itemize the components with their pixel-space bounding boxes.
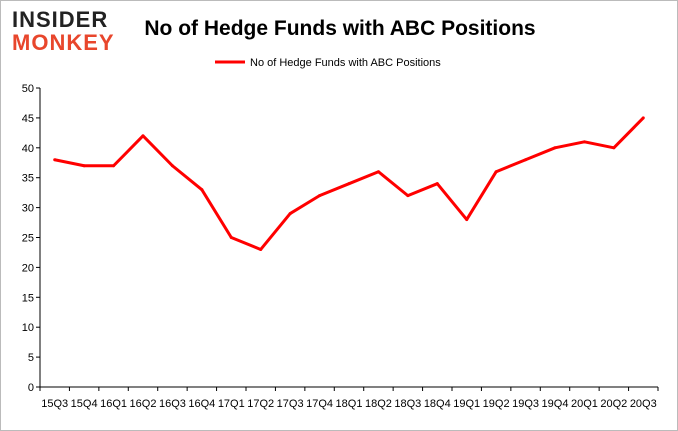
y-tick-label: 50 <box>22 83 34 95</box>
y-tick-label: 30 <box>22 203 34 215</box>
x-tick-label: 19Q3 <box>512 398 539 410</box>
data-point <box>465 218 469 222</box>
data-point <box>524 158 528 162</box>
data-point <box>82 164 86 168</box>
data-point <box>612 146 616 150</box>
legend-label: No of Hedge Funds with ABC Positions <box>250 57 441 69</box>
x-tick-label: 17Q3 <box>277 398 304 410</box>
data-point <box>200 188 204 192</box>
y-tick-label: 45 <box>22 113 34 125</box>
data-point <box>376 170 380 174</box>
x-tick-label: 19Q2 <box>483 398 510 410</box>
data-point <box>259 247 263 251</box>
logo-line2: MONKEY <box>12 30 115 55</box>
x-tick-label: 18Q1 <box>336 398 363 410</box>
data-point <box>112 164 116 168</box>
x-axis-ticks: 15Q3 15Q4 16Q1 16Q2 16Q3 16Q4 17Q1 17Q2 17Q3 17Q4… <box>39 387 659 410</box>
y-tick-label: 20 <box>22 262 34 274</box>
x-tick-label: 18Q3 <box>394 398 421 410</box>
x-tick-label: 16Q4 <box>188 398 215 410</box>
data-point <box>141 134 145 138</box>
x-tick-label: 17Q1 <box>218 398 245 410</box>
y-tick-label: 40 <box>22 143 34 155</box>
x-tick-label: 17Q4 <box>306 398 333 410</box>
x-tick-label: 15Q4 <box>71 398 98 410</box>
x-tick-label: 19Q1 <box>453 398 480 410</box>
y-axis-ticks: 0 5 10 15 20 25 30 35 40 45 50 <box>22 83 40 394</box>
insider-monkey-logo: INSIDER MONKEY <box>12 7 115 55</box>
data-point <box>318 194 322 198</box>
x-tick-label: 18Q4 <box>424 398 451 410</box>
x-tick-label: 20Q3 <box>630 398 657 410</box>
data-point <box>641 116 645 120</box>
data-point <box>170 164 174 168</box>
data-point <box>288 212 292 216</box>
series-layer <box>53 116 645 251</box>
data-point <box>406 194 410 198</box>
x-tick-label: 16Q1 <box>100 398 127 410</box>
data-point <box>553 146 557 150</box>
logo-line1: INSIDER <box>12 7 108 32</box>
y-tick-label: 25 <box>22 233 34 245</box>
x-tick-label: 15Q3 <box>41 398 68 410</box>
x-tick-label: 16Q2 <box>130 398 157 410</box>
y-tick-label: 5 <box>28 352 34 364</box>
x-tick-label: 17Q2 <box>247 398 274 410</box>
chart-title: No of Hedge Funds with ABC Positions <box>144 17 535 40</box>
y-tick-label: 15 <box>22 292 34 304</box>
data-point <box>347 182 351 186</box>
data-point <box>229 236 233 239</box>
y-tick-label: 0 <box>28 382 34 394</box>
y-tick-label: 10 <box>22 322 34 334</box>
data-point <box>582 140 586 144</box>
x-tick-label: 16Q3 <box>159 398 186 410</box>
x-tick-label: 18Q2 <box>365 398 392 410</box>
x-tick-label: 19Q4 <box>542 398 569 410</box>
y-tick-label: 35 <box>22 173 34 185</box>
legend: No of Hedge Funds with ABC Positions <box>215 57 441 69</box>
data-point <box>53 158 57 162</box>
x-tick-label: 20Q1 <box>571 398 598 410</box>
data-point <box>494 170 498 174</box>
x-tick-label: 20Q2 <box>600 398 627 410</box>
data-point <box>435 182 439 186</box>
